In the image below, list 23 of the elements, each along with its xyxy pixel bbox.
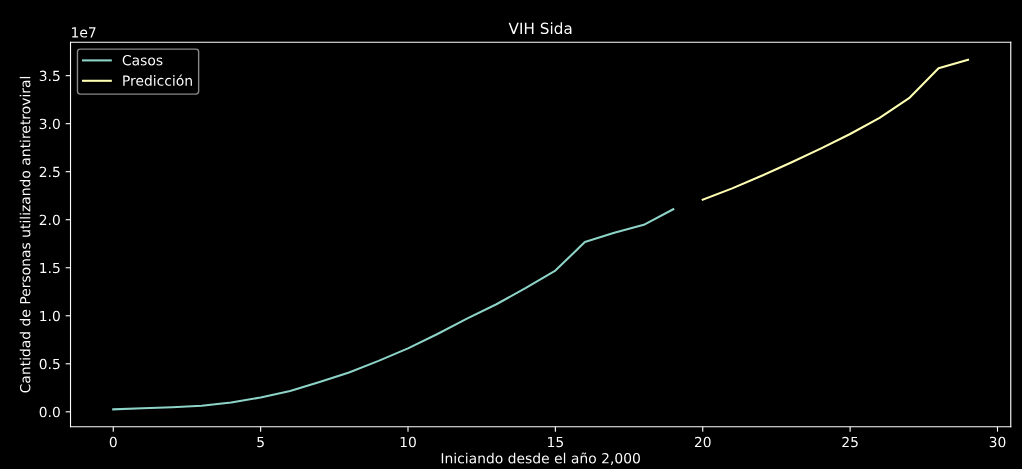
x-tick-label: 0 <box>109 436 117 448</box>
x-axis-title: Iniciando desde el año 2,000 <box>441 452 640 465</box>
x-tick-label: 10 <box>400 436 416 448</box>
y-tick-label: 3.0 <box>39 118 60 130</box>
x-tick-label: 5 <box>257 436 264 448</box>
line-series <box>701 58 970 201</box>
line-series <box>112 208 675 411</box>
y-tick-label: 3.5 <box>39 70 60 82</box>
x-tick-label: 15 <box>548 436 563 448</box>
legend-label: Casos <box>122 54 163 66</box>
y-tick-label: 2.5 <box>39 166 60 178</box>
chart-title: VIH Sida <box>508 22 572 35</box>
x-tick-label: 25 <box>842 436 858 448</box>
y-tick-label: 1.5 <box>40 262 60 274</box>
y-tick-label: 2.0 <box>39 214 60 226</box>
y-axis-title: Cantidad de Personas utilizando antiretroviral <box>19 76 31 393</box>
y-tick-label: 1.0 <box>40 310 60 322</box>
text: 1e7 <box>72 27 96 38</box>
y-tick-label: 0.0 <box>39 406 60 418</box>
y-tick-label: 0.5 <box>39 358 60 370</box>
legend-label: Predicción <box>123 74 192 86</box>
x-tick-label: 30 <box>989 436 1006 448</box>
x-tick-label: 20 <box>694 436 711 448</box>
